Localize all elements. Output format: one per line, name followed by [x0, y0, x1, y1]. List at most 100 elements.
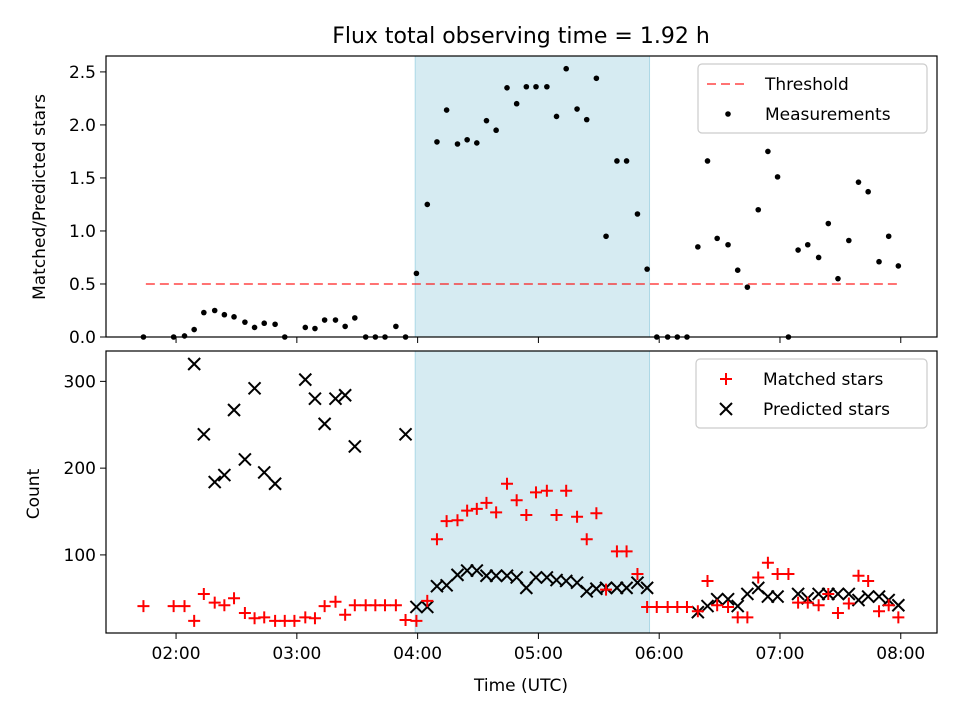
predicted-star-point — [328, 392, 343, 406]
measurement-point — [443, 107, 450, 113]
bottom-y-tick-label: 100 — [64, 546, 96, 566]
predicted-star-point — [580, 584, 594, 599]
predicted-star-point — [308, 392, 322, 406]
x-tick-label: 06:00 — [635, 644, 684, 664]
predicted-star-point — [450, 568, 465, 582]
measurement-point — [211, 307, 218, 314]
legend-predicted-swatch — [719, 402, 733, 416]
measurement-point — [755, 206, 762, 213]
predicted-star-point — [238, 452, 252, 467]
bottom-y-axis-ticks: 100 200 300 — [64, 372, 106, 566]
predicted-star-point — [700, 599, 715, 613]
predicted-star-point — [257, 465, 271, 480]
measurement-point — [464, 136, 470, 143]
bottom-legend-box — [695, 358, 928, 429]
matched-star-point — [873, 605, 886, 618]
x-tick-label: 08:00 — [876, 644, 925, 664]
matched-star-point — [812, 599, 825, 612]
measurement-point — [825, 220, 832, 227]
measurement-point — [804, 241, 811, 248]
predicted-star-point — [470, 563, 484, 578]
measurement-point — [855, 179, 862, 185]
measurement-point — [191, 326, 197, 333]
measurement-point — [593, 75, 600, 82]
bottom-legend: Matched stars Predicted stars — [695, 358, 928, 429]
predicted-star-point — [217, 468, 232, 482]
matched-star-point — [308, 612, 321, 625]
predicted-star-point — [207, 475, 222, 489]
matched-star-point — [318, 600, 331, 613]
matched-star-point — [620, 545, 633, 558]
matched-star-point — [258, 611, 271, 624]
matched-star-point — [752, 571, 765, 584]
top-shaded-region — [414, 55, 651, 338]
measurement-point — [704, 158, 711, 164]
predicted-star-point — [338, 388, 352, 402]
measurement-point — [352, 315, 358, 321]
matched-star-point — [510, 494, 523, 507]
bottom-y-tick-label: 300 — [64, 372, 96, 392]
matched-star-point — [529, 486, 542, 499]
predicted-star-point — [891, 598, 906, 612]
measurement-point — [332, 317, 339, 323]
matched-star-point — [722, 600, 735, 613]
measurement-point — [725, 241, 731, 248]
matched-star-point — [571, 510, 584, 523]
measurement-point — [614, 158, 620, 164]
measurement-point — [424, 201, 431, 208]
measurement-point — [493, 127, 499, 134]
matched-stars-series — [137, 477, 905, 627]
matched-star-point — [842, 597, 855, 610]
matched-star-point — [188, 614, 201, 627]
measurement-point — [342, 323, 348, 330]
measurement-point — [272, 321, 278, 328]
matched-star-point — [228, 592, 241, 605]
matched-star-point — [520, 508, 533, 521]
measurement-point — [474, 140, 480, 146]
top-legend: Threshold Measurements — [697, 63, 928, 134]
matched-star-point — [560, 484, 573, 497]
measurement-point — [321, 317, 328, 323]
measurement-point — [603, 233, 609, 240]
measurement-point — [504, 85, 510, 91]
measurement-point — [795, 247, 801, 253]
top-y-tick-label: 2.5 — [69, 63, 96, 83]
predicted-star-point — [519, 581, 534, 595]
predicted-star-point — [420, 600, 434, 614]
matched-star-point — [540, 484, 553, 497]
predicted-star-point — [268, 477, 282, 491]
predicted-star-point — [540, 570, 554, 585]
predicted-star-point — [770, 589, 785, 604]
predicted-star-point — [559, 574, 573, 588]
measurement-point — [312, 325, 318, 332]
predicted-star-point — [439, 578, 454, 592]
matched-star-point — [782, 567, 795, 580]
legend-measurements-label: Measurements — [765, 105, 891, 125]
predicted-star-point — [861, 589, 875, 604]
legend-matched-label: Matched stars — [763, 370, 883, 390]
measurement-point — [623, 158, 630, 164]
matched-star-point — [480, 496, 493, 509]
predicted-star-point — [317, 417, 332, 431]
matched-star-point — [490, 506, 503, 519]
matched-star-point — [137, 600, 150, 613]
measurement-point — [634, 211, 641, 217]
matched-star-point — [238, 607, 251, 620]
predicted-star-point — [509, 570, 524, 585]
matched-star-point — [831, 607, 844, 620]
top-legend-box — [697, 63, 928, 134]
measurement-point — [251, 324, 258, 331]
matched-star-point — [440, 515, 453, 528]
x-tick-label: 05:00 — [514, 644, 563, 664]
measurement-point — [513, 100, 520, 107]
measurement-point — [774, 174, 781, 180]
predicted-star-point — [721, 592, 735, 606]
matched-star-point — [470, 502, 483, 515]
predicted-star-point — [872, 589, 886, 604]
measurement-point — [261, 320, 268, 327]
measurement-point — [242, 319, 248, 325]
matched-star-point — [461, 504, 474, 517]
bottom-y-tick-label: 200 — [64, 459, 96, 479]
measurement-point — [695, 244, 701, 250]
